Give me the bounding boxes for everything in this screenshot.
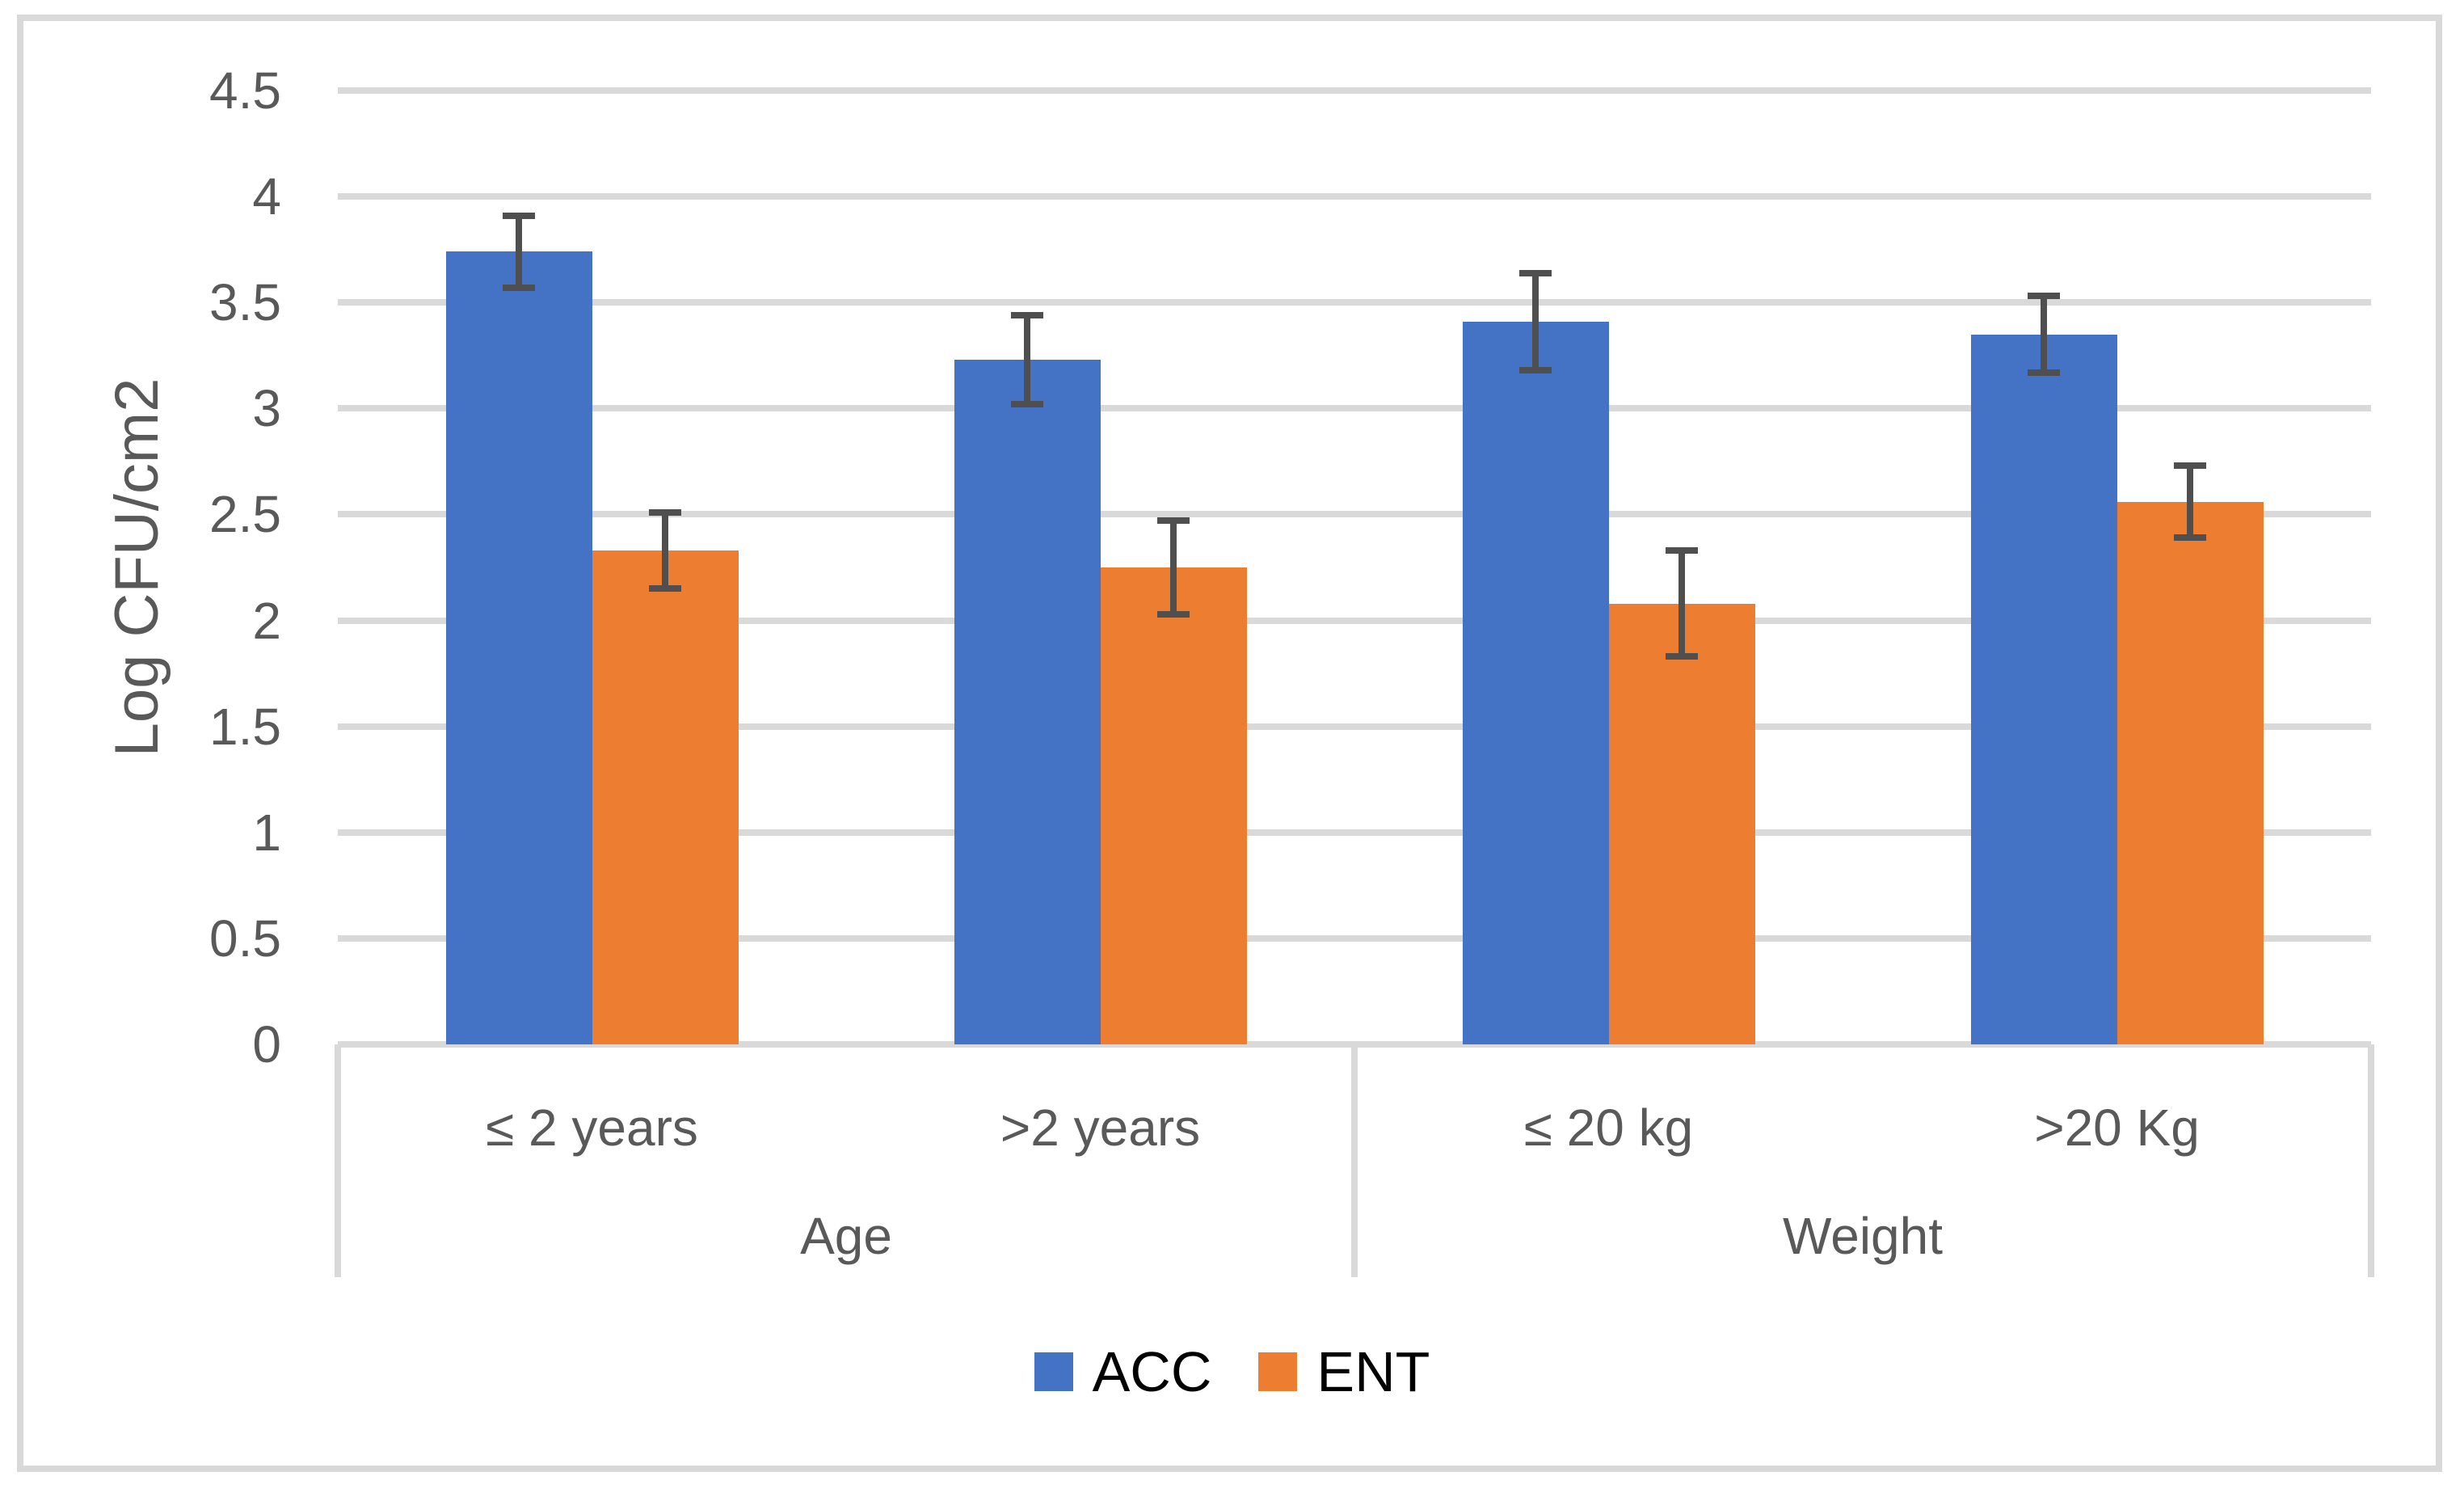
legend-label: ACC — [1092, 1340, 1212, 1403]
error-bar — [516, 215, 522, 288]
gridline — [338, 299, 2371, 306]
gridline — [338, 511, 2371, 518]
gridline — [338, 934, 2371, 942]
category-axis-divider — [2368, 1044, 2374, 1277]
gridline — [338, 829, 2371, 836]
y-tick-label: 0.5 — [209, 909, 281, 968]
error-bar-cap — [2174, 534, 2206, 542]
legend-swatch-ENT — [1258, 1352, 1298, 1391]
error-bar-cap — [649, 508, 681, 516]
y-tick-label: 4 — [252, 167, 281, 226]
bar-ACC-1 — [954, 360, 1101, 1044]
error-bar — [1532, 272, 1539, 371]
bar-ACC-2 — [1462, 321, 1609, 1044]
error-bar — [2187, 466, 2193, 538]
error-bar-cap — [1519, 269, 1552, 276]
error-bar-cap — [1666, 547, 1698, 555]
error-bar — [1678, 550, 1685, 657]
legend-item-ACC: ACC — [1034, 1340, 1212, 1403]
error-bar — [1170, 521, 1177, 614]
bar-ENT-3 — [2117, 501, 2264, 1044]
bar-ACC-3 — [1970, 334, 2117, 1044]
group-label: Age — [800, 1207, 892, 1265]
category-label: >20 Kg — [2034, 1099, 2200, 1157]
y-tick-label: 0 — [252, 1015, 281, 1073]
error-bar — [1024, 314, 1030, 405]
category-axis-divider — [1351, 1044, 1358, 1277]
bar-ENT-2 — [1608, 603, 1755, 1044]
category-label: >2 years — [1000, 1099, 1201, 1157]
y-tick-label: 2.5 — [209, 485, 281, 544]
error-bar-cap — [503, 212, 535, 219]
error-bar-cap — [649, 585, 681, 593]
category-label: ≤ 20 kg — [1523, 1099, 1694, 1157]
error-bar-cap — [1157, 517, 1190, 525]
error-bar-cap — [2028, 293, 2060, 300]
gridline — [338, 87, 2371, 94]
y-tick-label: 3.5 — [209, 273, 281, 332]
error-bar-cap — [1011, 401, 1043, 408]
y-tick-label: 4.5 — [209, 61, 281, 120]
error-bar-cap — [1157, 610, 1190, 618]
gridline — [338, 723, 2371, 730]
error-bar-cap — [2174, 462, 2206, 470]
category-axis-divider — [335, 1044, 341, 1277]
y-tick-label: 1 — [252, 803, 281, 862]
error-bar-cap — [1519, 367, 1552, 374]
error-bar-cap — [1011, 311, 1043, 318]
error-bar-cap — [1666, 653, 1698, 660]
y-tick-label: 2 — [252, 591, 281, 650]
legend-label: ENT — [1316, 1340, 1430, 1403]
bar-ENT-0 — [592, 550, 739, 1044]
gridline — [338, 193, 2371, 200]
y-tick-label: 1.5 — [209, 697, 281, 756]
bar-ENT-1 — [1100, 567, 1247, 1044]
error-bar-cap — [2028, 369, 2060, 376]
error-bar — [2041, 296, 2047, 373]
y-tick-label: 3 — [252, 379, 281, 438]
group-label: Weight — [1782, 1207, 1944, 1265]
legend-swatch-ACC — [1034, 1352, 1073, 1391]
gridline — [338, 405, 2371, 412]
error-bar — [662, 512, 668, 589]
bar-ACC-0 — [445, 251, 592, 1044]
category-label: ≤ 2 years — [486, 1099, 698, 1157]
gridline — [338, 617, 2371, 624]
legend: ACC ENT — [0, 1343, 2464, 1401]
legend-item-ENT: ENT — [1258, 1343, 1430, 1400]
error-bar-cap — [503, 284, 535, 291]
